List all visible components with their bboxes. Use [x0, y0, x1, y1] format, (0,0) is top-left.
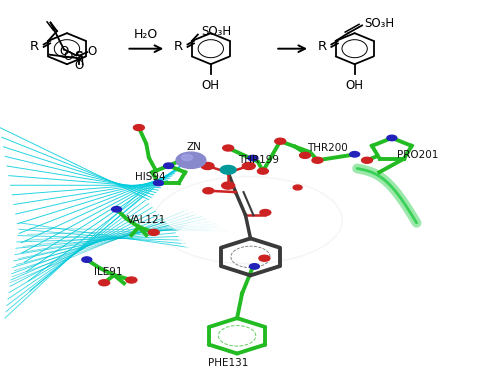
Text: R: R	[317, 40, 326, 53]
Circle shape	[220, 166, 236, 174]
Ellipse shape	[203, 222, 293, 262]
Text: THR199: THR199	[238, 155, 279, 165]
Text: O: O	[63, 50, 73, 63]
Ellipse shape	[206, 190, 300, 228]
Text: VAL121: VAL121	[126, 215, 166, 225]
Ellipse shape	[201, 177, 275, 209]
Text: OH: OH	[346, 79, 364, 92]
Circle shape	[257, 168, 268, 174]
Text: SO₃H: SO₃H	[365, 17, 395, 30]
Circle shape	[99, 280, 110, 286]
Circle shape	[312, 157, 323, 163]
Text: O: O	[88, 45, 97, 58]
Circle shape	[148, 229, 159, 235]
Ellipse shape	[273, 213, 342, 243]
Text: PHE131: PHE131	[208, 358, 248, 367]
Circle shape	[260, 209, 271, 215]
Circle shape	[362, 157, 372, 163]
Ellipse shape	[248, 198, 327, 231]
Text: ZN: ZN	[186, 142, 201, 152]
Text: SO₃H: SO₃H	[201, 25, 231, 37]
Text: OH: OH	[202, 79, 220, 92]
Ellipse shape	[179, 219, 258, 254]
Ellipse shape	[231, 208, 315, 249]
Circle shape	[112, 206, 122, 212]
Circle shape	[243, 163, 255, 169]
Text: R: R	[30, 40, 39, 53]
Circle shape	[153, 180, 163, 186]
Circle shape	[248, 155, 258, 161]
Circle shape	[249, 264, 259, 269]
Circle shape	[182, 155, 192, 161]
Circle shape	[203, 188, 214, 194]
Circle shape	[387, 135, 397, 141]
Circle shape	[164, 163, 174, 169]
Circle shape	[133, 125, 144, 131]
Text: H₂O: H₂O	[134, 28, 158, 41]
Circle shape	[259, 255, 270, 261]
Circle shape	[222, 182, 235, 189]
Circle shape	[293, 185, 302, 190]
Text: PRO201: PRO201	[397, 150, 438, 160]
Text: O: O	[60, 45, 68, 58]
Circle shape	[300, 152, 310, 158]
Text: O: O	[74, 59, 83, 73]
Ellipse shape	[176, 186, 241, 216]
Text: R: R	[174, 40, 183, 53]
Text: S: S	[74, 50, 83, 63]
Ellipse shape	[164, 193, 263, 237]
Circle shape	[176, 152, 206, 169]
Circle shape	[126, 277, 137, 283]
Text: THR200: THR200	[308, 143, 348, 153]
Circle shape	[201, 163, 214, 169]
Text: ILE91: ILE91	[94, 267, 123, 277]
Circle shape	[275, 138, 286, 144]
Circle shape	[350, 152, 360, 157]
Circle shape	[223, 145, 234, 151]
Text: HIS94: HIS94	[135, 172, 166, 181]
Circle shape	[82, 257, 92, 262]
